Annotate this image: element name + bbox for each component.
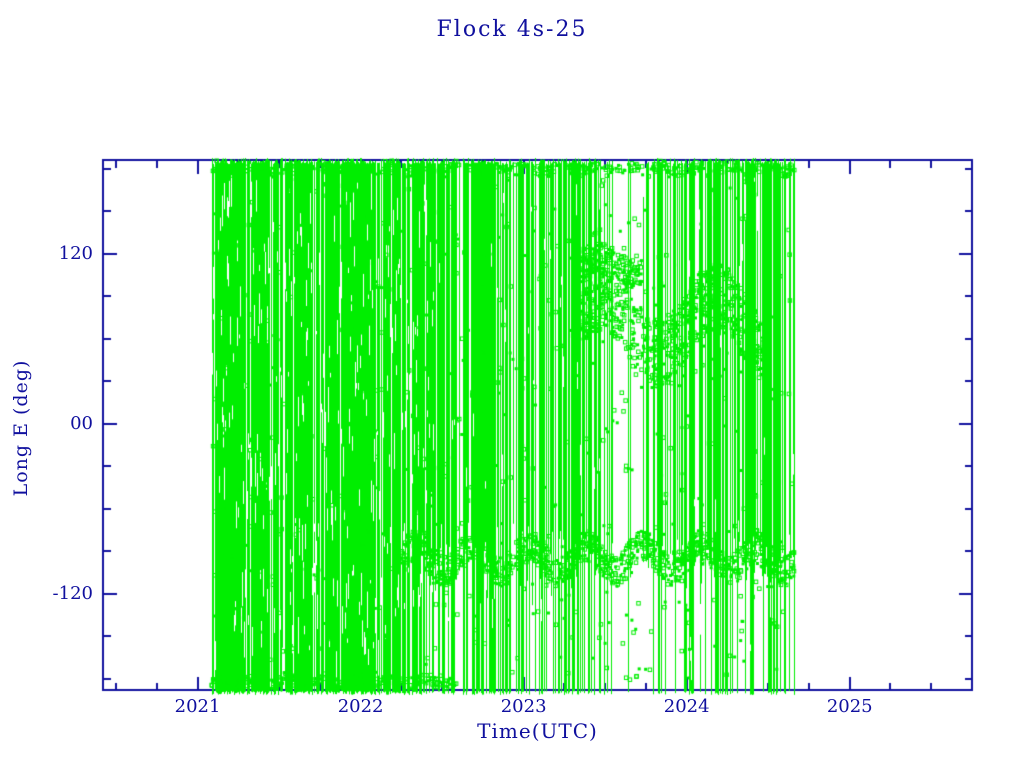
x-axis-label: Time(UTC) (477, 719, 598, 743)
x-tick-label: 2025 (826, 696, 873, 717)
y-axis-label: Long E (deg) (10, 359, 32, 497)
y-tick-label: 120 (58, 242, 93, 264)
y-tick-label: 00 (70, 412, 93, 434)
y-tick-label: -120 (52, 582, 93, 604)
x-tick-label: 2023 (500, 696, 547, 717)
chart-title: Flock 4s-25 (436, 17, 588, 42)
x-tick-label: 2024 (663, 696, 710, 717)
x-tick-label: 2022 (337, 696, 384, 717)
x-tick-label: 2021 (174, 696, 221, 717)
